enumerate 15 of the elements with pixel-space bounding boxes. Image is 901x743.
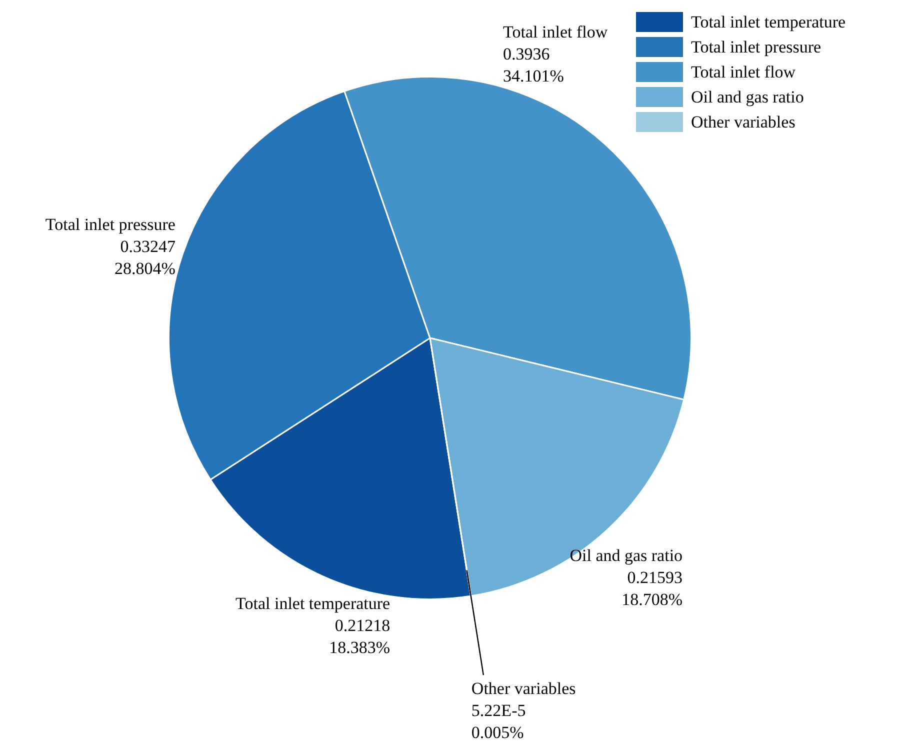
slice-label: Total inlet temperature [236,594,390,613]
legend-label: Total inlet flow [691,62,796,82]
slice-label: Total inlet flow [503,22,608,42]
slice-label: Other variables [471,679,576,698]
data-label: 0.21218 18.383% [329,616,390,657]
data-label: 5.22E-5 0.005% [471,701,526,742]
data-label: 0.21593 18.708% [622,568,683,609]
slice-label: Total inlet pressure [45,215,176,234]
legend-label: Oil and gas ratio [691,87,804,106]
slice-label: Oil and gas ratio [570,546,683,565]
data-label: 0.3936 34.101% [503,44,564,86]
legend-label: Other variables [691,112,796,132]
data-label: 0.33247 28.804% [114,237,176,278]
legend-label: Total inlet temperature [691,12,846,32]
legend-label: Total inlet pressure [691,37,822,56]
